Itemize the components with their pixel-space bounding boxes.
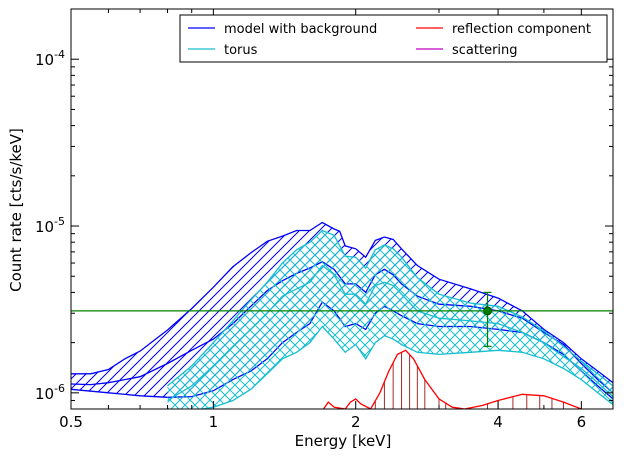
model-with-background-upper-line <box>71 221 613 384</box>
y-tick-label: 10-4 <box>35 48 65 69</box>
plot-area <box>71 221 613 409</box>
legend-label: scattering <box>452 43 518 58</box>
torus-band <box>167 230 613 409</box>
legend-box <box>179 14 608 63</box>
reflection-component-line <box>322 349 582 409</box>
plot-frame <box>70 8 614 410</box>
legend-label: model with background <box>224 22 377 37</box>
x-axis-label: Energy [keV] <box>295 432 392 450</box>
y-axis-label: Count rate [cts/s/keV] <box>7 128 25 292</box>
x-tick-label: 6 <box>577 413 587 431</box>
x-tick-label: 1 <box>209 413 219 431</box>
legend-label: reflection component <box>452 22 591 37</box>
x-tick-label: 2 <box>351 413 361 431</box>
torus-upper-line <box>167 229 613 387</box>
torus-lower-line <box>198 325 613 409</box>
x-tick-label: 4 <box>493 413 503 431</box>
legend: model with background torus reflection com… <box>179 14 608 63</box>
x-tick-label: 0.5 <box>59 413 83 431</box>
torus-middle-line <box>167 264 613 402</box>
legend-label: torus <box>224 43 258 58</box>
y-tick-label: 10-5 <box>35 215 65 236</box>
y-tick-label: 10-6 <box>35 382 65 403</box>
